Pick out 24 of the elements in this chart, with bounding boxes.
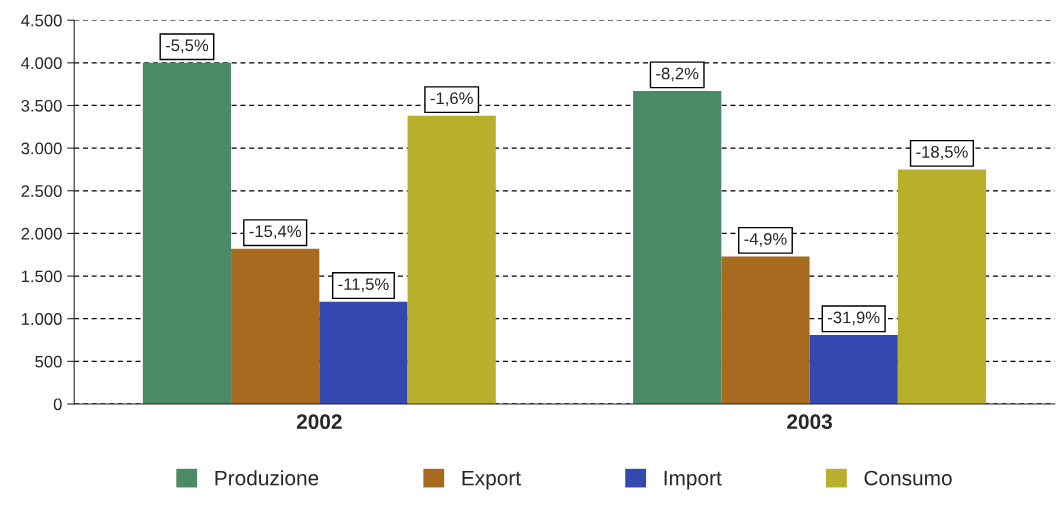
annotation: -18,5%: [916, 146, 968, 160]
y-tick-label: 2.000: [21, 227, 62, 240]
y-tick-label: 3.000: [21, 142, 62, 155]
legend-label: Import: [664, 470, 722, 490]
annotation: -11,5%: [338, 278, 389, 292]
legend-label: Produzione: [215, 470, 319, 486]
annotation: -8,2%: [656, 67, 699, 82]
annotation: -31,9%: [828, 311, 880, 326]
y-tick-label: 4.500: [21, 14, 62, 27]
y-tick-label: 4.000: [21, 57, 62, 70]
legend-label: Export: [462, 470, 521, 490]
annotation: -15,4%: [249, 225, 302, 240]
annotation: -5,5%: [165, 39, 209, 54]
legend-label: Consumo: [864, 470, 952, 486]
y-tick-label: 1.500: [21, 270, 62, 283]
y-tick-label: 0: [53, 398, 62, 411]
x-tick-label: 2002: [296, 414, 342, 430]
annotation: -4,9%: [744, 233, 787, 247]
x-tick-label: 2003: [787, 414, 832, 430]
y-tick-label: 500: [35, 355, 62, 368]
annotation: -1,6%: [430, 92, 473, 107]
y-tick-label: 2.500: [21, 185, 62, 197]
y-tick-label: 3.500: [21, 99, 62, 112]
y-tick-label: 1.000: [21, 313, 62, 325]
